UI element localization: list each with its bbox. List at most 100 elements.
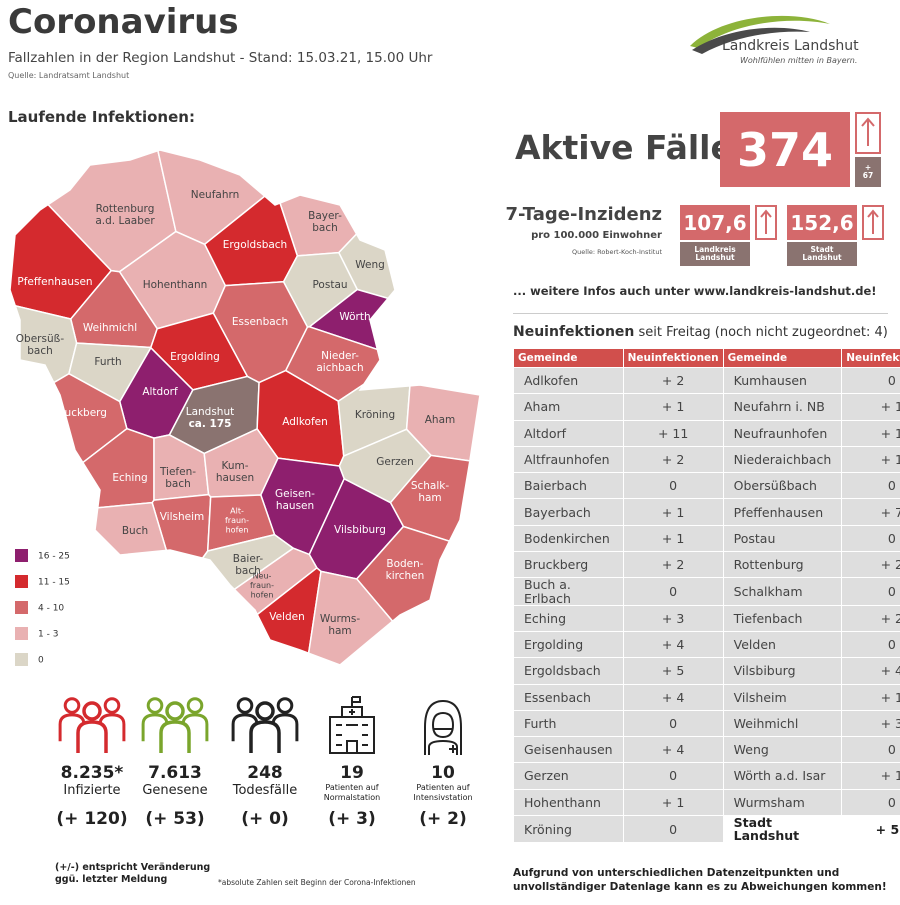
map-region-label-line: Baier- [233,553,264,565]
table-cell: + 52 [841,814,900,844]
stat-value: 7.613 [148,763,202,783]
active-value: 374 [720,112,850,187]
table-cell: + 2 [841,551,900,579]
table-header-cell: Neuinfektionen [841,348,900,368]
map-region-label-line: Gerzen [376,456,414,468]
map-region-label-line: Ergoldsbach [223,239,287,251]
map-region-label: Bayer-bach [308,210,342,234]
table-cell: + 4 [622,736,724,764]
table-cell: Hohenthann [513,788,624,817]
table-cell: Eching [513,604,624,632]
table-header-cell: Gemeinde [722,348,843,368]
map-region [355,525,451,623]
map-region-label: Bruckberg [53,407,107,419]
table-cell: Pfeffenhausen [722,498,843,526]
table-cell: Niederaichbach [722,445,843,474]
table-row: Baierbach 0 Obersüßbach 0 [513,472,900,500]
table-cell: Buch a. Erlbach [513,577,624,606]
footnote-line: Aufgrund von unterschiedlichen Datenzeit… [513,867,840,879]
stat: 10 Patienten auf Intensivstation (+ 2) [393,763,493,829]
table-cell: Schalkham [722,577,843,606]
stat-label-line: Todesfälle [232,783,298,798]
table-cell: Bodenkirchen [513,524,624,553]
table-header-row: GemeindeNeuinfektionenGemeindeNeuinfekti… [513,348,900,368]
map-region-label-line: Aham [425,414,456,426]
table-cell: + 4 [622,630,724,659]
stat-icon [58,697,126,753]
map-region-label-line: bach [165,478,191,490]
icu-icon [424,699,462,755]
stat: 8.235* Infizierte (+ 120) [42,763,142,829]
table-cell: 0 [622,577,724,606]
incidence-label-line: Landshut [695,253,735,262]
map-region-label: Weihmichl [83,322,137,334]
person-head [103,697,121,714]
footnote-line: (+/-) entspricht Veränderung [55,862,211,873]
arrow-up [760,209,772,234]
arrow-box [755,205,777,240]
separator [513,313,888,314]
incidence-value: 152,6 [787,205,857,240]
stat-label: Infizierte [42,783,142,809]
table-row: Bodenkirchen + 1 Postau 0 [513,524,900,553]
stat-value: 10 [431,763,455,783]
table-cell: Rottenburg [722,551,843,579]
table-cell: + 2 [622,445,724,474]
table-cell: + 1 [841,762,900,790]
source: Quelle: Landratsamt Landshut [8,71,130,80]
map-region-label: Weng [355,259,385,271]
map-region-label: Adlkofen [282,416,328,428]
table-cell: 0 [622,472,724,500]
table-cell: Aham [513,393,624,421]
map-region-label: Pfeffenhausen [17,276,92,288]
map-region-label-line: Obersüß- [16,333,65,345]
stat-value: 248 [247,763,283,783]
table-cell: Kumhausen [722,366,843,395]
more-info: ... weitere Infos auch unter www.landkre… [513,284,877,298]
legend-label: 11 - 15 [38,578,70,588]
table-cell: + 4 [841,657,900,685]
map-region-label-line: ham [418,492,441,504]
map-region-label: Nieder-aichbach [316,350,363,374]
table-cell: + 3 [841,709,900,738]
table-cell: 0 [841,366,900,395]
table-title-main: Neuinfektionen [513,324,635,340]
title: Coronavirus [8,2,239,42]
active-label: Aktive Fälle [515,128,733,167]
map-region-label-line: Schalk- [411,480,450,492]
table-cell: Altfraunhofen [513,445,624,474]
map-region-label: Alt-fraun-hofen [225,506,249,534]
incidence-subtitle: pro 100.000 Einwohner [531,230,662,241]
table-cell: Essenbach [513,683,624,711]
table-row: Ergolding + 4 Velden 0 [513,630,900,659]
map-region-label: Neu-fraun-hofen [250,571,274,599]
map-region-label-line: hofen [251,590,274,599]
stat: 248 Todesfälle (+ 0) [215,763,315,829]
table-header-cell: Neuinfektionen [622,348,724,368]
table-cell: + 2 [841,604,900,632]
table-cell: Wurmsham [722,788,843,817]
logo-tagline: Wohlfühlen mitten in Bayern. [740,56,857,65]
table-row: Hohenthann + 1 Wurmsham 0 [513,788,900,817]
active-change-sign: + [864,162,872,172]
table-cell: Vilsbiburg [722,657,843,685]
arrow-up [867,209,879,234]
person-body [159,720,191,753]
table-cell: Postau [722,524,843,553]
table-cell: + 1 [622,788,724,817]
map-region-label-line: Kum- [221,460,248,472]
incidence-label: Stadt Landshut [787,242,857,266]
incidence-value: 107,6 [680,205,750,240]
incidence-title: 7-Tage-Inzidenz [505,204,662,225]
table-cell: Kröning [513,814,624,844]
logo-swoosh [692,27,810,54]
map-region-label-line: Pfeffenhausen [17,276,92,288]
logo-swoosh [690,15,830,48]
arrow-box [855,112,881,154]
map-region-label-line: Alt- [230,506,244,515]
legend-swatch [15,549,28,562]
person-head [63,697,81,714]
map-region-label: Aham [425,414,456,426]
table-cell: Neufraunhofen [722,419,843,447]
